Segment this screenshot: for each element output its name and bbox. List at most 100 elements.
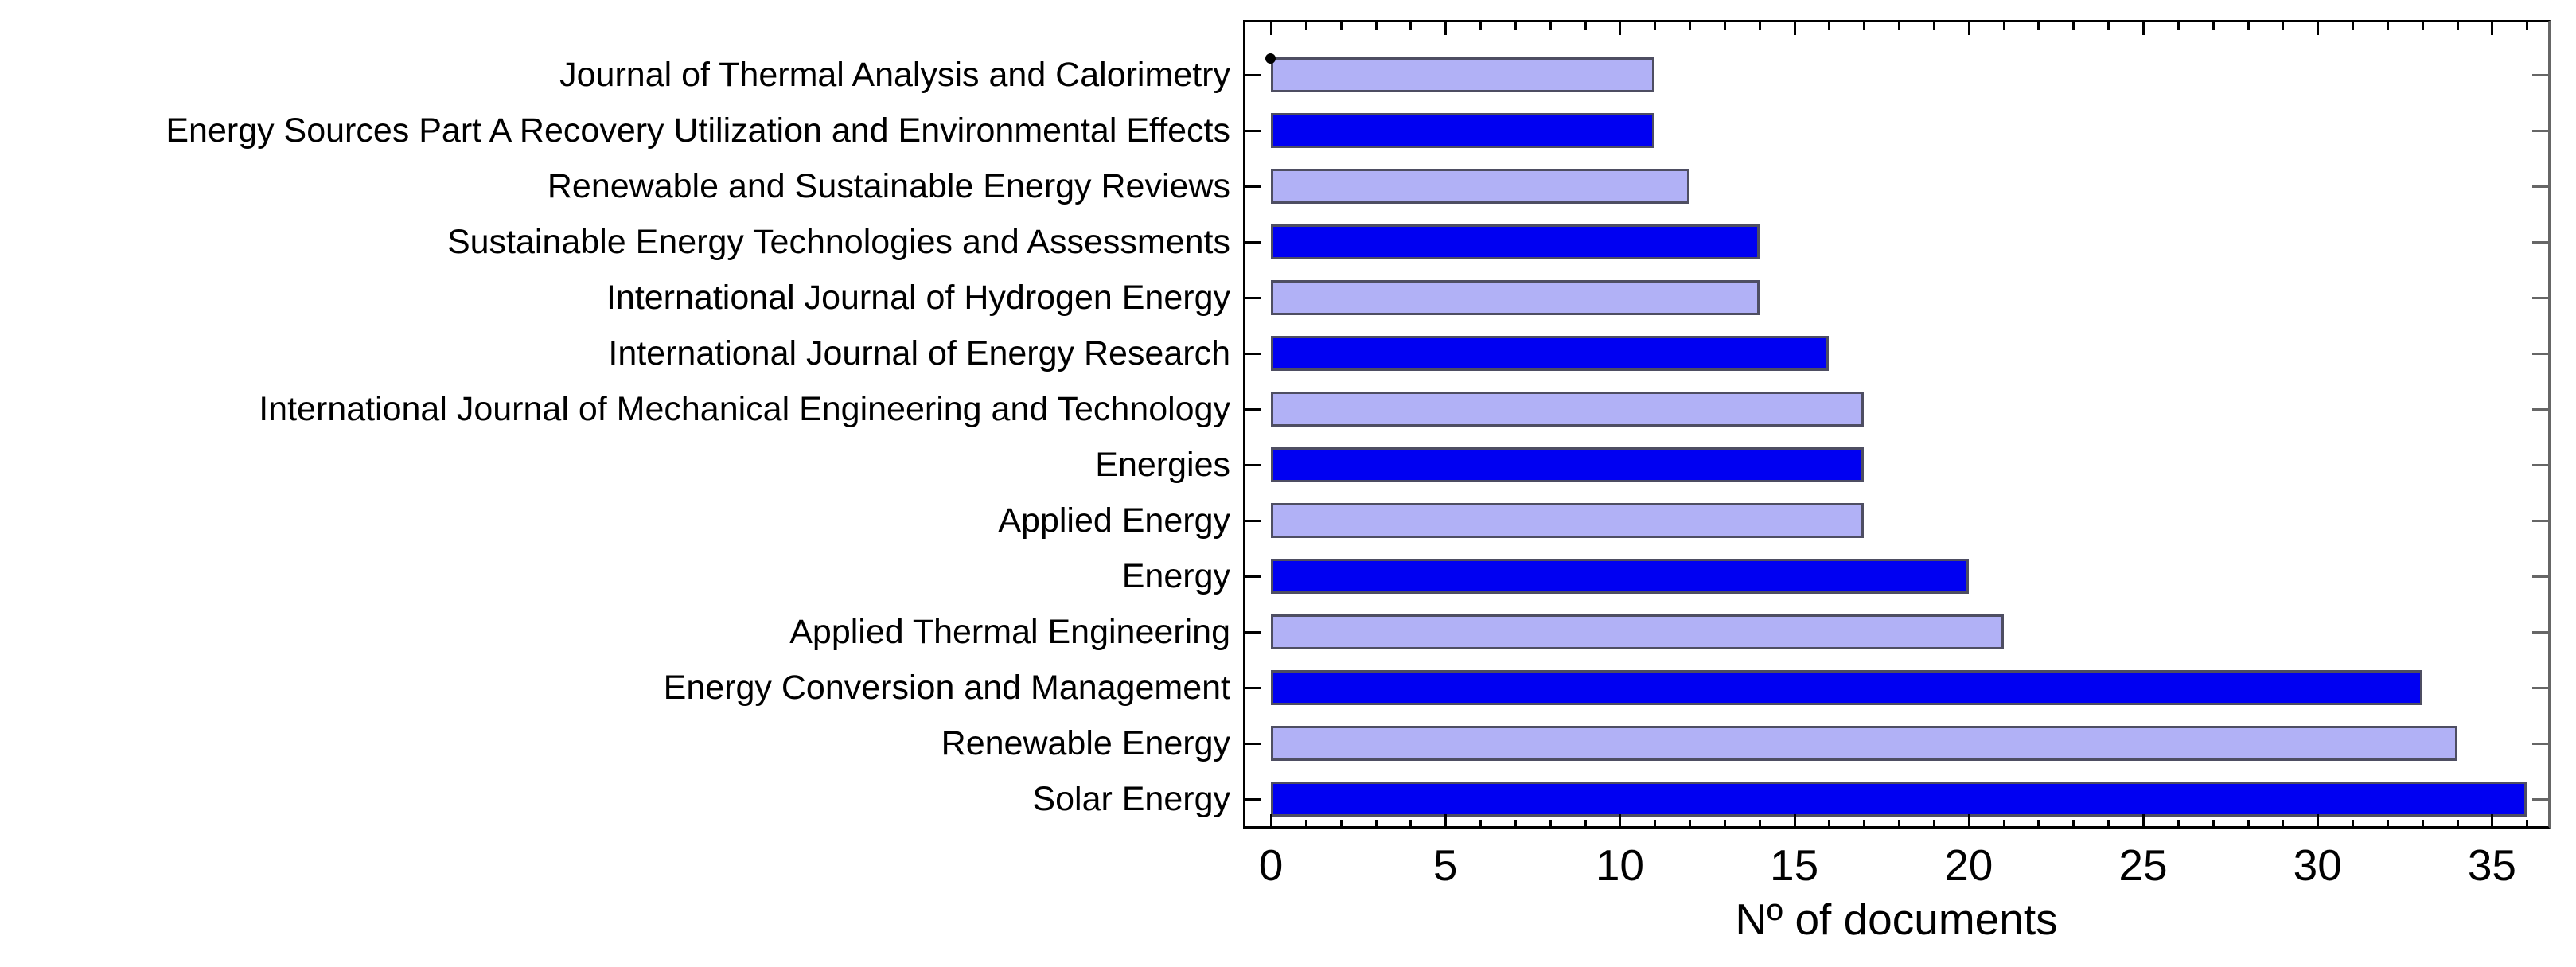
x-axis-minor-tick <box>1828 820 1831 826</box>
bar <box>1271 614 2004 649</box>
x-axis-top-major-tick <box>2142 22 2145 35</box>
x-axis-top-minor-tick <box>2072 22 2075 30</box>
y-axis-tick-right <box>2532 130 2548 132</box>
category-label: Energy Conversion and Management <box>663 669 1230 707</box>
x-axis-minor-tick <box>2421 820 2424 826</box>
category-label: International Journal of Hydrogen Energy <box>606 279 1230 317</box>
x-axis-top-minor-tick <box>1514 22 1517 30</box>
y-axis-tick-right <box>2532 408 2548 411</box>
x-tick-label: 30 <box>2293 840 2342 890</box>
x-axis-top-minor-tick <box>1549 22 1552 30</box>
y-axis-tick-right <box>2532 464 2548 466</box>
x-axis-top-minor-tick <box>2421 22 2424 30</box>
category-label: Energy <box>1121 557 1230 595</box>
x-axis-top-minor-tick <box>2526 22 2529 30</box>
x-axis-top-minor-tick <box>1723 22 1726 30</box>
y-axis-tick <box>1245 297 1261 299</box>
y-axis-tick-right <box>2532 798 2548 801</box>
x-axis-minor-tick <box>2386 820 2389 826</box>
x-axis-minor-tick <box>1409 820 1413 826</box>
x-axis-minor-tick <box>1654 820 1657 826</box>
category-label: Applied Thermal Engineering <box>789 613 1230 651</box>
x-tick-label: 10 <box>1595 840 1644 890</box>
y-axis-tick-right <box>2532 631 2548 634</box>
x-axis-minor-tick <box>2002 820 2005 826</box>
y-axis-tick-right <box>2532 241 2548 244</box>
x-axis-minor-tick <box>2177 820 2180 826</box>
x-axis-minor-tick <box>1549 820 1552 826</box>
category-label: Sustainable Energy Technologies and Asse… <box>446 223 1230 261</box>
x-axis-top-minor-tick <box>1689 22 1692 30</box>
bar <box>1271 169 1690 204</box>
x-axis-major-tick <box>1793 814 1796 826</box>
x-axis-top-minor-tick <box>2107 22 2110 30</box>
x-axis-top-minor-tick <box>1304 22 1307 30</box>
y-axis-tick <box>1245 631 1261 634</box>
x-axis-top-major-tick <box>1270 22 1272 35</box>
x-tick-label: 25 <box>2118 840 2168 890</box>
y-axis-tick <box>1245 520 1261 522</box>
bar <box>1271 113 1655 148</box>
y-axis-tick <box>1245 353 1261 355</box>
x-axis-minor-tick <box>1758 820 1761 826</box>
category-label: International Journal of Mechanical Engi… <box>259 390 1230 428</box>
x-axis-top-minor-tick <box>1828 22 1831 30</box>
x-axis-top-minor-tick <box>1898 22 1901 30</box>
y-axis-tick <box>1245 130 1261 132</box>
x-axis-top-minor-tick <box>2247 22 2250 30</box>
bar <box>1271 726 2457 761</box>
x-axis-top-minor-tick <box>2456 22 2459 30</box>
x-axis-major-tick <box>2491 814 2494 826</box>
bar <box>1271 280 1760 315</box>
bar <box>1271 782 2527 817</box>
category-label: Solar Energy <box>1032 780 1230 818</box>
x-axis-major-tick <box>1444 814 1448 826</box>
y-axis-tick <box>1245 575 1261 578</box>
x-axis-top-major-tick <box>1444 22 1448 35</box>
x-axis-top-minor-tick <box>2037 22 2040 30</box>
y-axis-tick <box>1245 743 1261 745</box>
x-axis-major-tick <box>1967 814 1970 826</box>
category-label: Journal of Thermal Analysis and Calorime… <box>559 56 1230 94</box>
x-axis-minor-tick <box>1339 820 1343 826</box>
x-axis-top-major-tick <box>1967 22 1970 35</box>
bar <box>1271 57 1655 92</box>
x-axis-title: Nº of documents <box>1735 895 2058 944</box>
y-axis-tick-right <box>2532 743 2548 745</box>
x-axis-top-minor-tick <box>1584 22 1587 30</box>
category-label: Energy Sources Part A Recovery Utilizati… <box>166 111 1230 150</box>
y-axis-tick <box>1245 241 1261 244</box>
y-axis-tick-right <box>2532 575 2548 578</box>
x-axis-top-major-tick <box>2317 22 2320 35</box>
x-axis-top-minor-tick <box>1863 22 1866 30</box>
y-axis-tick-right <box>2532 520 2548 522</box>
x-axis-major-tick <box>2142 814 2145 826</box>
y-axis-tick <box>1245 74 1261 76</box>
x-axis-top-major-tick <box>2491 22 2494 35</box>
marker-dot <box>1265 53 1276 64</box>
bar <box>1271 447 1865 482</box>
y-axis-tick-right <box>2532 74 2548 76</box>
x-axis-major-tick <box>1270 814 1272 826</box>
x-axis-major-tick <box>2317 814 2320 826</box>
x-axis-top-minor-tick <box>1479 22 1483 30</box>
x-axis-top-minor-tick <box>2002 22 2005 30</box>
x-axis-minor-tick <box>1304 820 1307 826</box>
y-axis-tick-right <box>2532 687 2548 689</box>
x-tick-label: 0 <box>1258 840 1284 890</box>
x-tick-label: 35 <box>2467 840 2516 890</box>
x-axis-minor-tick <box>2526 820 2529 826</box>
x-axis-top-minor-tick <box>1339 22 1343 30</box>
x-axis-top-major-tick <box>1619 22 1622 35</box>
y-axis-tick <box>1245 464 1261 466</box>
x-axis-minor-tick <box>1932 820 1935 826</box>
category-label: International Journal of Energy Research <box>608 334 1230 372</box>
y-axis-tick <box>1245 408 1261 411</box>
x-axis-top-minor-tick <box>1758 22 1761 30</box>
category-label: Energies <box>1095 446 1230 484</box>
x-axis-minor-tick <box>1898 820 1901 826</box>
x-tick-label: 20 <box>1944 840 1993 890</box>
x-axis-minor-tick <box>2037 820 2040 826</box>
x-axis-minor-tick <box>2352 820 2355 826</box>
